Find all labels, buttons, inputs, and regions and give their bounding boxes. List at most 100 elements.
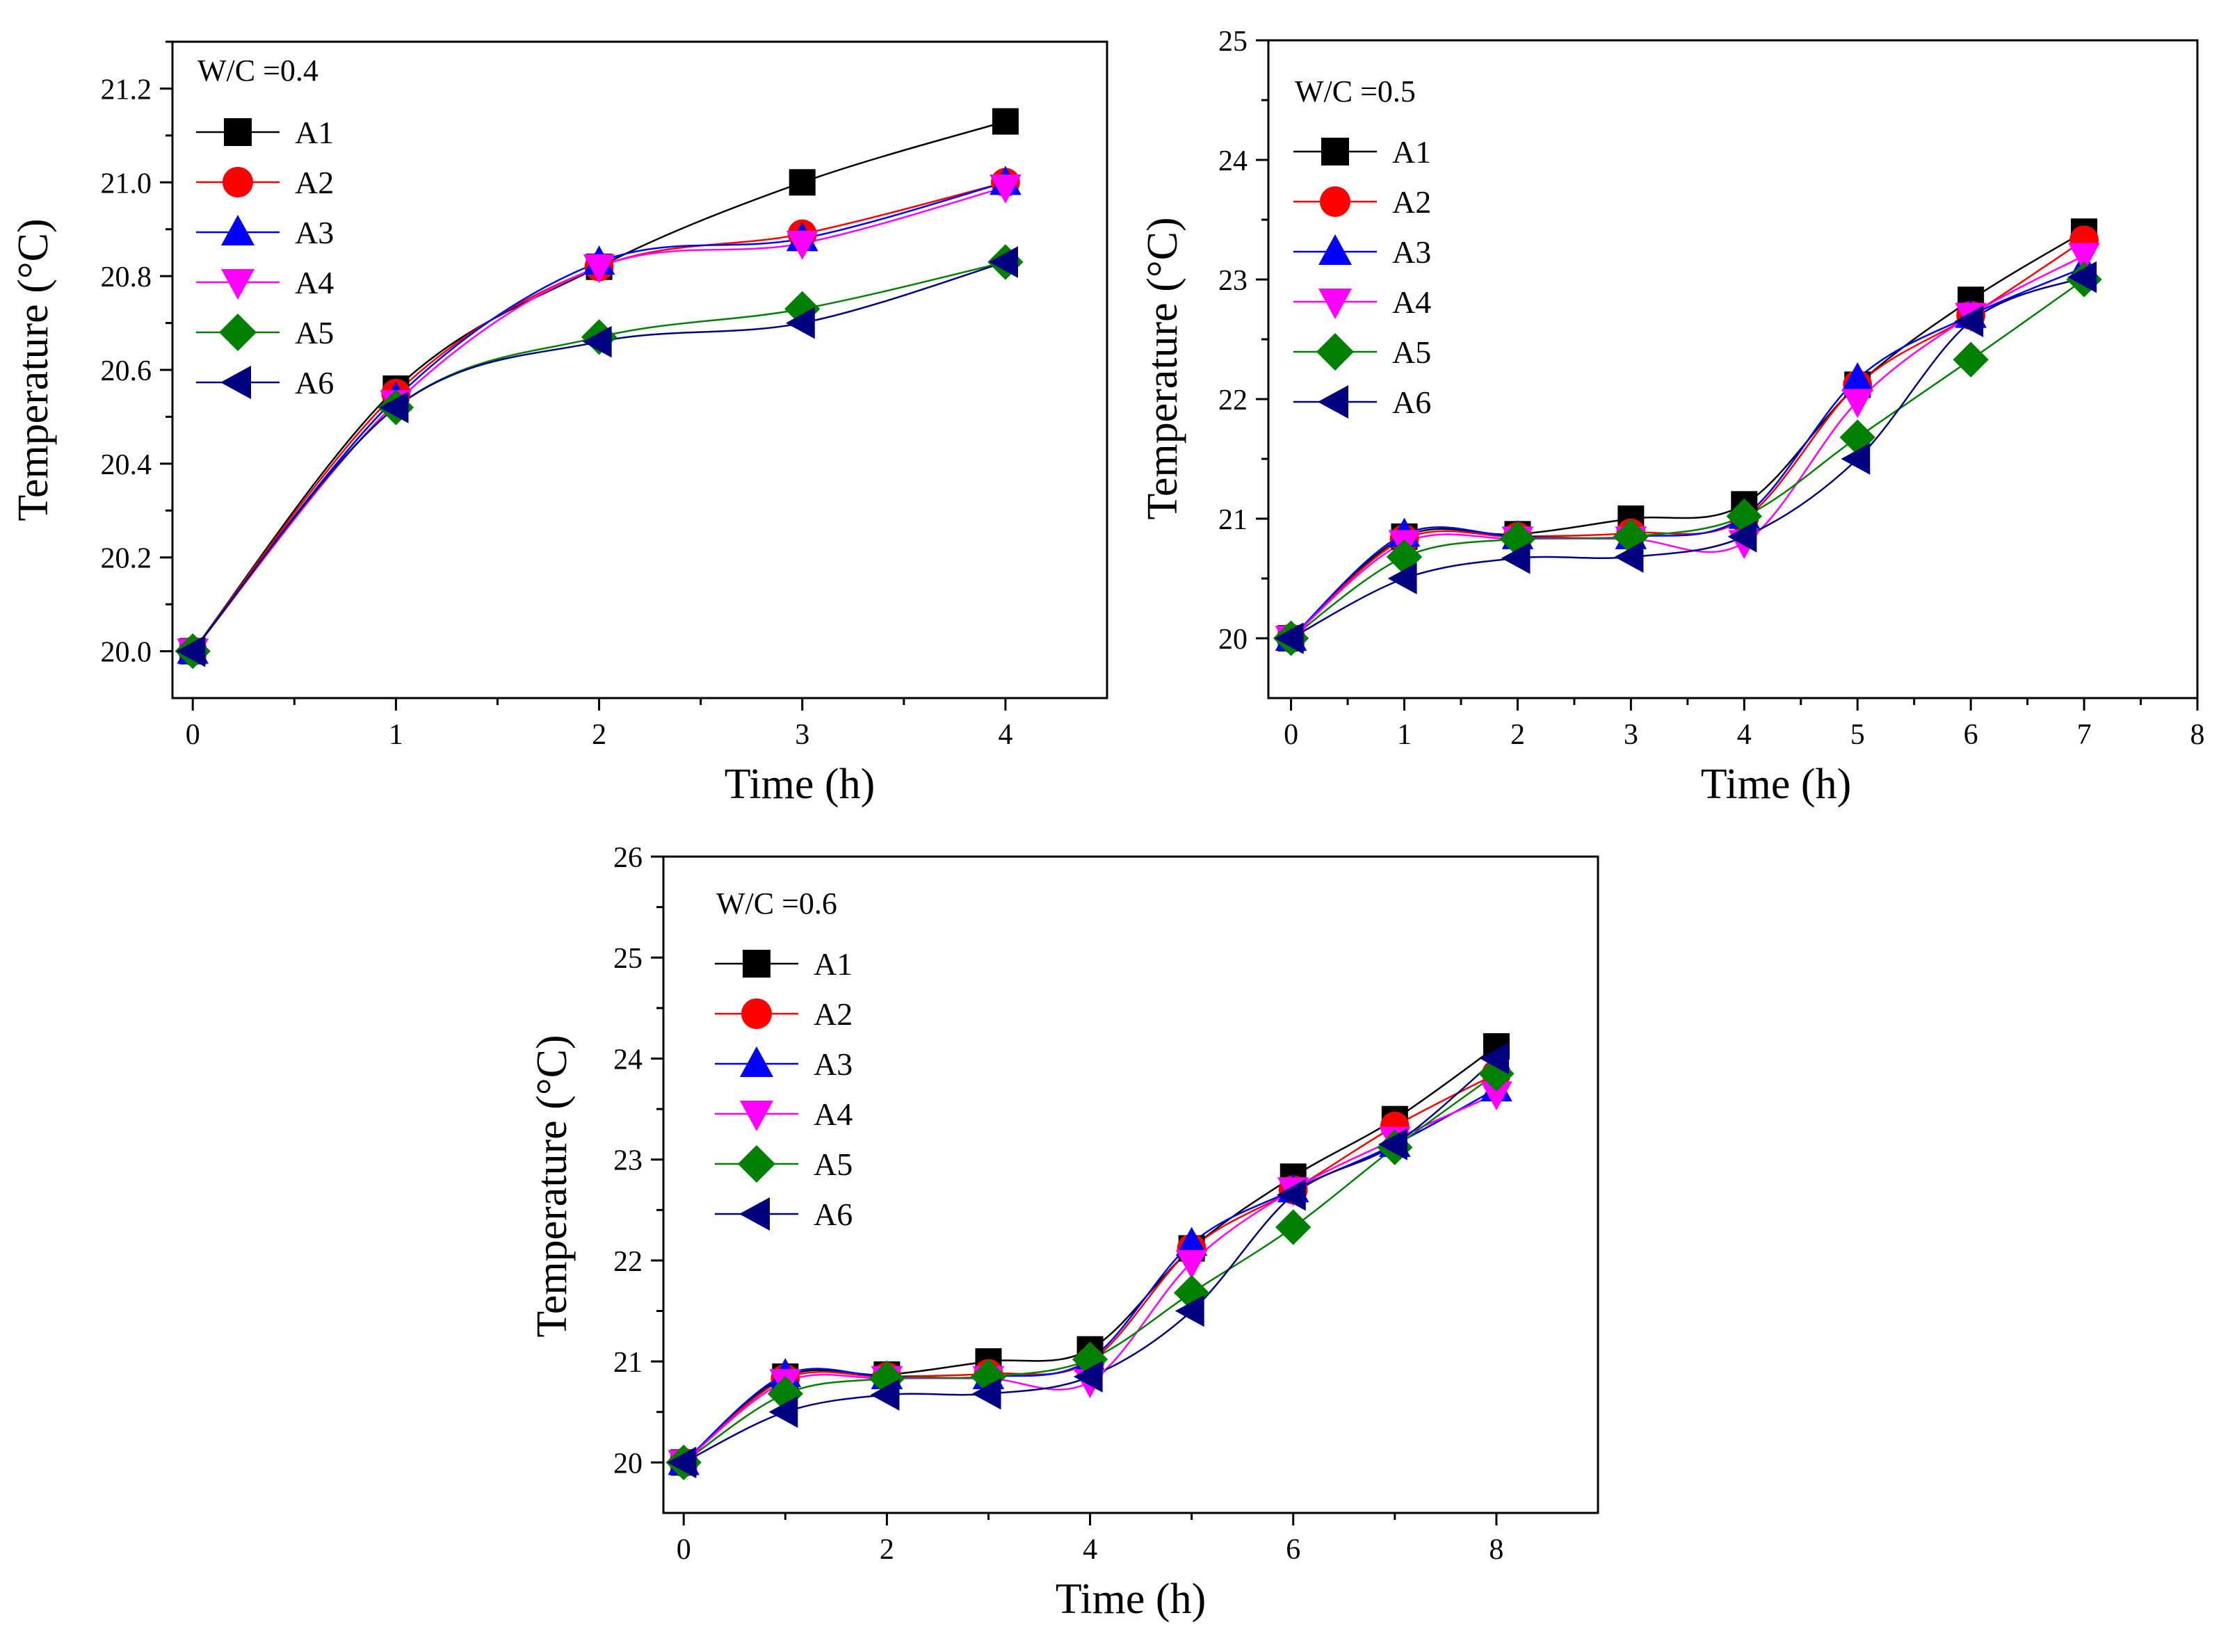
- legend-label-A3: A3: [295, 215, 334, 250]
- legend-label-A1: A1: [1392, 134, 1431, 170]
- y-tick-label: 20.0: [101, 637, 152, 669]
- x-tick-label: 6: [1964, 719, 1978, 751]
- data-point-A5: [1499, 521, 1536, 557]
- x-tick-label: 7: [2077, 719, 2092, 751]
- legend-marker-A6: [1318, 385, 1348, 419]
- legend-marker-A6: [739, 1197, 770, 1231]
- x-tick-label: 2: [880, 1534, 894, 1566]
- legend-marker-A2: [1320, 186, 1350, 217]
- legend-marker-A2: [223, 167, 253, 197]
- x-tick-label: 2: [1510, 719, 1525, 751]
- x-tick-label: 0: [677, 1534, 691, 1566]
- legend-label-A4: A4: [814, 1096, 853, 1132]
- y-tick-label: 25: [1218, 26, 1248, 58]
- x-tick-label: 8: [1489, 1534, 1503, 1566]
- legend-marker-A3: [221, 215, 255, 245]
- y-tick-label: 20.8: [101, 261, 152, 293]
- data-point-A4: [583, 254, 615, 284]
- data-point-A5: [1953, 341, 1989, 378]
- y-tick-label: 21.2: [101, 74, 152, 106]
- series-line-A4: [192, 186, 1006, 652]
- y-tick-label: 20: [1218, 624, 1248, 656]
- legend-marker-A5: [738, 1145, 775, 1183]
- y-tick-label: 21: [1218, 504, 1248, 536]
- legend-label-A5: A5: [814, 1147, 853, 1182]
- data-point-A4: [1480, 1081, 1512, 1111]
- y-axis-label: Temperature (°C): [1139, 217, 1186, 519]
- data-point-A6: [1614, 541, 1644, 573]
- data-point-A5: [1275, 1209, 1311, 1245]
- y-axis-label: Temperature (°C): [10, 218, 57, 521]
- data-point-A6: [1954, 305, 1984, 337]
- legend-label-A2: A2: [295, 165, 334, 200]
- legend-marker-A3: [740, 1046, 773, 1077]
- data-point-A6: [1073, 1361, 1103, 1393]
- x-tick-label: 4: [1083, 1534, 1097, 1566]
- y-tick-label: 25: [613, 943, 643, 975]
- data-point-A4: [990, 174, 1022, 204]
- x-axis-label: Time (h): [1701, 761, 1851, 808]
- legend-label-A6: A6: [295, 365, 334, 400]
- legend-marker-A4: [740, 1101, 773, 1131]
- data-point-A6: [582, 325, 612, 358]
- legend-marker-A3: [1318, 234, 1352, 265]
- y-tick-label: 20: [613, 1448, 643, 1480]
- y-tick-label: 22: [1218, 384, 1248, 416]
- legend-marker-A2: [741, 998, 772, 1029]
- data-point-A6: [989, 246, 1018, 278]
- x-tick-label: 1: [1397, 719, 1412, 751]
- y-tick-label: 23: [613, 1145, 643, 1177]
- data-point-A6: [1480, 1042, 1509, 1075]
- data-point-A5: [784, 291, 821, 327]
- series-line-A6: [683, 1058, 1497, 1464]
- wc-ratio-annotation: W/C =0.6: [716, 886, 837, 921]
- series-line-A6: [1291, 276, 2085, 640]
- data-point-A6: [971, 1377, 1001, 1410]
- legend-label-A2: A2: [1392, 184, 1431, 220]
- data-point-A3: [1841, 362, 1874, 391]
- x-tick-label: 0: [1284, 719, 1298, 751]
- legend-marker-A5: [219, 314, 257, 351]
- data-point-A4: [786, 230, 818, 260]
- data-point-A1: [789, 169, 816, 196]
- y-tick-label: 20.6: [101, 355, 152, 387]
- x-axis-label: Time (h): [725, 761, 875, 808]
- data-point-A5: [869, 1361, 905, 1397]
- x-tick-label: 3: [1624, 719, 1638, 751]
- x-tick-label: 4: [998, 719, 1012, 751]
- data-point-A6: [1387, 562, 1417, 594]
- legend-label-A5: A5: [1392, 334, 1431, 370]
- series-line-A1: [683, 1046, 1497, 1464]
- plot-frame: [662, 855, 1599, 1514]
- legend-marker-A1: [224, 118, 252, 146]
- legend-label-A3: A3: [814, 1046, 853, 1082]
- legend-marker-A5: [1316, 333, 1354, 371]
- x-tick-label: 1: [389, 719, 403, 751]
- data-point-A6: [1378, 1128, 1407, 1160]
- data-point-A4: [2068, 243, 2100, 273]
- x-axis-label: Time (h): [1056, 1576, 1206, 1623]
- legend-marker-A1: [1321, 138, 1349, 165]
- legend-label-A3: A3: [1392, 234, 1431, 270]
- legend-label-A2: A2: [814, 996, 853, 1032]
- legend-marker-A1: [743, 950, 770, 978]
- data-point-A6: [667, 1446, 697, 1479]
- plot-frame: [1267, 39, 2199, 699]
- data-point-A6: [2067, 261, 2097, 293]
- x-tick-label: 5: [1850, 719, 1865, 751]
- data-point-A6: [1276, 1179, 1306, 1211]
- legend: A1 A2 A3 A4 A5 A6: [715, 946, 853, 1232]
- legend-label-A5: A5: [295, 315, 334, 350]
- x-tick-label: 2: [592, 719, 606, 751]
- series-line-A1: [192, 120, 1006, 652]
- data-point-A3: [1175, 1226, 1208, 1256]
- y-tick-label: 21.0: [101, 168, 152, 200]
- x-tick-label: 8: [2190, 719, 2205, 751]
- x-tick-label: 6: [1286, 1534, 1300, 1566]
- legend-label-A1: A1: [295, 115, 334, 150]
- y-tick-label: 23: [1218, 265, 1248, 297]
- data-point-A4: [1841, 389, 1874, 419]
- data-point-A4: [1175, 1249, 1208, 1279]
